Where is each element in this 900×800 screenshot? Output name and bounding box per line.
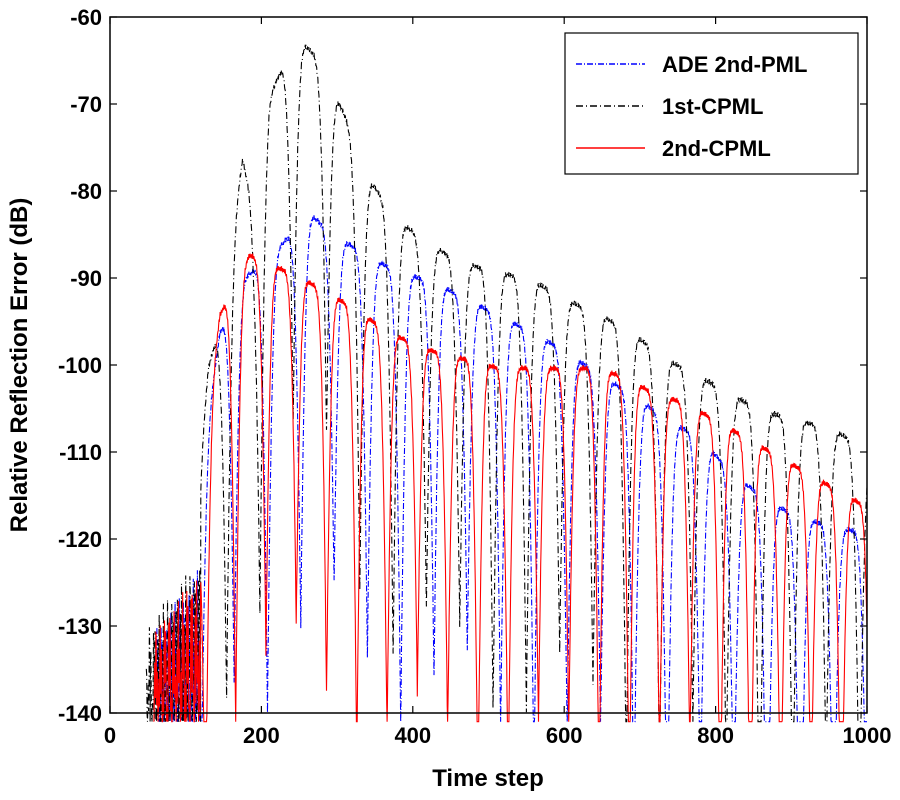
y-tick-label: -60: [70, 5, 102, 30]
x-tick-label: 1000: [843, 723, 892, 748]
y-tick-label: -140: [58, 701, 102, 726]
y-tick-label: -120: [58, 527, 102, 552]
series-line-2nd-cpml: [153, 253, 868, 723]
y-axis: -140 -130 -120 -110 -100 -90 -80 -70 -60: [58, 5, 867, 726]
y-tick-label: -90: [70, 266, 102, 291]
y-tick-label: -70: [70, 92, 102, 117]
y-tick-label: -100: [58, 353, 102, 378]
legend-box: [564, 32, 859, 175]
x-tick-label: 800: [697, 723, 734, 748]
x-tick-label: 200: [243, 723, 280, 748]
legend: ADE 2nd-PML 1st-CPML 2nd-CPML: [564, 32, 859, 175]
series-layer: [145, 44, 868, 723]
series-line-ade-2nd-pml: [156, 215, 867, 723]
y-tick-label: -80: [70, 179, 102, 204]
x-axis: 0 200 400 600 800 1000: [104, 17, 892, 748]
y-tick-label: -110: [59, 440, 102, 465]
x-tick-label: 400: [394, 723, 431, 748]
x-tick-label: 0: [104, 723, 116, 748]
legend-label: ADE 2nd-PML: [662, 52, 807, 77]
x-axis-title: Time step: [432, 765, 544, 792]
x-tick-label: 600: [546, 723, 583, 748]
legend-label: 1st-CPML: [662, 94, 763, 119]
legend-label: 2nd-CPML: [662, 136, 771, 161]
y-axis-title: Relative Reflection Error (dB): [6, 198, 33, 533]
series-line-1st-cpml: [145, 44, 868, 723]
y-tick-label: -130: [58, 614, 102, 639]
